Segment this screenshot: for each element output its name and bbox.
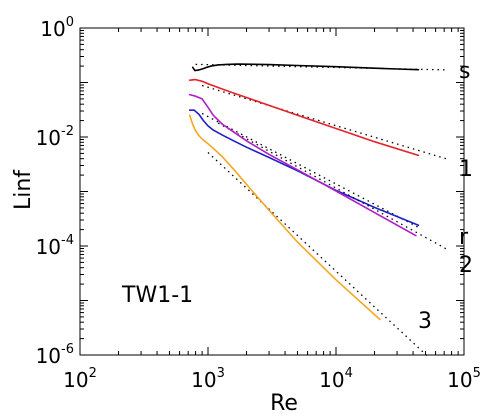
series-line-3 — [188, 114, 381, 321]
curve-label-3: 3 — [418, 309, 432, 334]
y-tick-exponent: -2 — [61, 124, 74, 139]
y-tick-base: 10 — [40, 17, 65, 41]
x-tick-label: 102 — [63, 366, 97, 392]
y-tick-label: 10-2 — [36, 124, 74, 150]
series-line-1 — [188, 78, 420, 157]
y-tick-exponent: -6 — [61, 342, 74, 357]
y-tick-label: 10-4 — [36, 233, 74, 259]
y-tick-exponent: -4 — [61, 233, 74, 248]
x-tick-exponent: 2 — [89, 366, 97, 381]
x-tick-base: 10 — [191, 368, 216, 392]
x-axis-label: Re — [270, 391, 298, 416]
x-tick-exponent: 3 — [217, 366, 225, 381]
asymptote-line-2 — [217, 122, 449, 251]
y-tick-label: 10-6 — [36, 342, 74, 368]
annotation-text: TW1-1 — [121, 283, 193, 308]
y-tick-label: 100 — [40, 15, 74, 41]
series-line-s — [191, 63, 420, 72]
asymptote-line-3 — [207, 152, 429, 357]
x-tick-label: 103 — [191, 366, 225, 392]
x-tick-exponent: 4 — [345, 366, 353, 381]
x-tick-base: 10 — [63, 368, 88, 392]
x-tick-exponent: 5 — [473, 366, 481, 381]
series-line-2 — [188, 93, 417, 237]
y-tick-exponent: 0 — [66, 15, 74, 30]
x-tick-label: 104 — [319, 366, 353, 392]
y-tick-base: 10 — [36, 126, 61, 150]
y-tick-base: 10 — [36, 344, 61, 368]
x-tick-base: 10 — [319, 368, 344, 392]
asymptote-line-r — [201, 112, 419, 228]
x-tick-base: 10 — [447, 368, 472, 392]
y-axis-label: Linf — [11, 169, 36, 210]
asymptote-line-1 — [201, 84, 449, 160]
curve-label-1: 1 — [459, 157, 473, 182]
curve-label-s: s — [459, 59, 470, 84]
x-tick-label: 105 — [447, 366, 481, 392]
plot-frame — [79, 27, 465, 356]
curve-label-2: 2 — [459, 253, 473, 278]
y-tick-base: 10 — [36, 235, 61, 259]
